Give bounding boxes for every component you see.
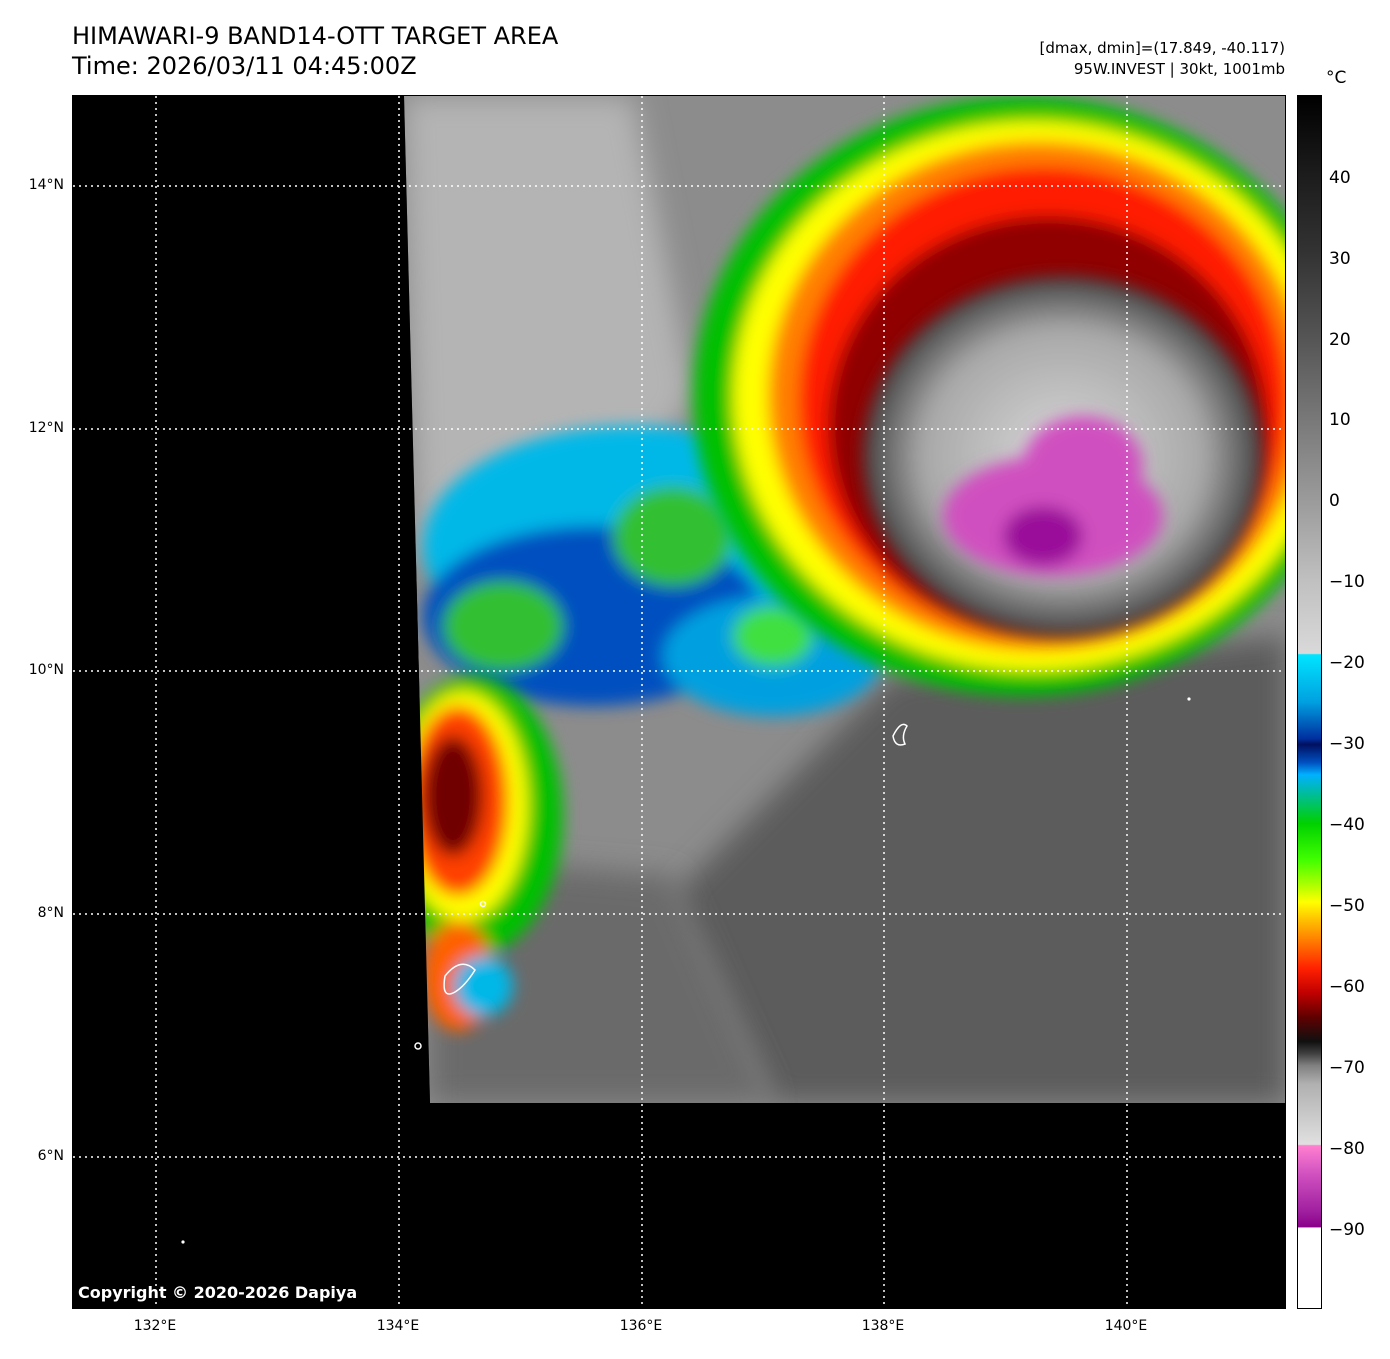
x-tick-label: 136°E [619, 1318, 663, 1334]
y-tick-label: 10°N [28, 662, 64, 678]
colorbar-tick: −40 [1329, 815, 1365, 835]
colorbar-tick: −20 [1329, 653, 1365, 673]
colorbar-tick: −10 [1329, 572, 1365, 592]
y-tick-label: 14°N [28, 177, 64, 193]
map-title: HIMAWARI-9 BAND14-OTT TARGET AREA [72, 22, 559, 50]
copyright-text: Copyright © 2020-2026 Dapiya [78, 1283, 358, 1302]
dmax-dmin-readout: [dmax, dmin]=(17.849, -40.117) [1039, 39, 1285, 57]
x-tick-label: 138°E [861, 1318, 905, 1334]
colorbar-tick: 10 [1329, 410, 1351, 430]
map-time: Time: 2026/03/11 04:45:00Z [72, 52, 417, 80]
colorbar-tick: −50 [1329, 896, 1365, 916]
colorbar-tick: 0 [1329, 491, 1340, 511]
graticule [73, 96, 1285, 1308]
colorbar-tick: −30 [1329, 734, 1365, 754]
colorbar-tick: 40 [1329, 168, 1351, 188]
colorbar-tick: −90 [1329, 1220, 1365, 1240]
satellite-image [73, 96, 1285, 1308]
y-tick-label: 6°N [37, 1148, 64, 1164]
y-tick-label: 8°N [37, 905, 64, 921]
y-tick-label: 12°N [28, 420, 64, 436]
x-tick-label: 140°E [1104, 1318, 1148, 1334]
colorbar [1297, 95, 1322, 1309]
colorbar-tick: −60 [1329, 977, 1365, 997]
x-tick-label: 132°E [133, 1318, 177, 1334]
colorbar-tick: −80 [1329, 1139, 1365, 1159]
colorbar-unit: °C [1326, 68, 1347, 88]
colorbar-tick: 20 [1329, 330, 1351, 350]
colorbar-tick: −70 [1329, 1058, 1365, 1078]
storm-info: 95W.INVEST | 30kt, 1001mb [1073, 60, 1285, 78]
satellite-map [72, 95, 1286, 1309]
colorbar-tick: 30 [1329, 249, 1351, 269]
x-tick-label: 134°E [376, 1318, 420, 1334]
